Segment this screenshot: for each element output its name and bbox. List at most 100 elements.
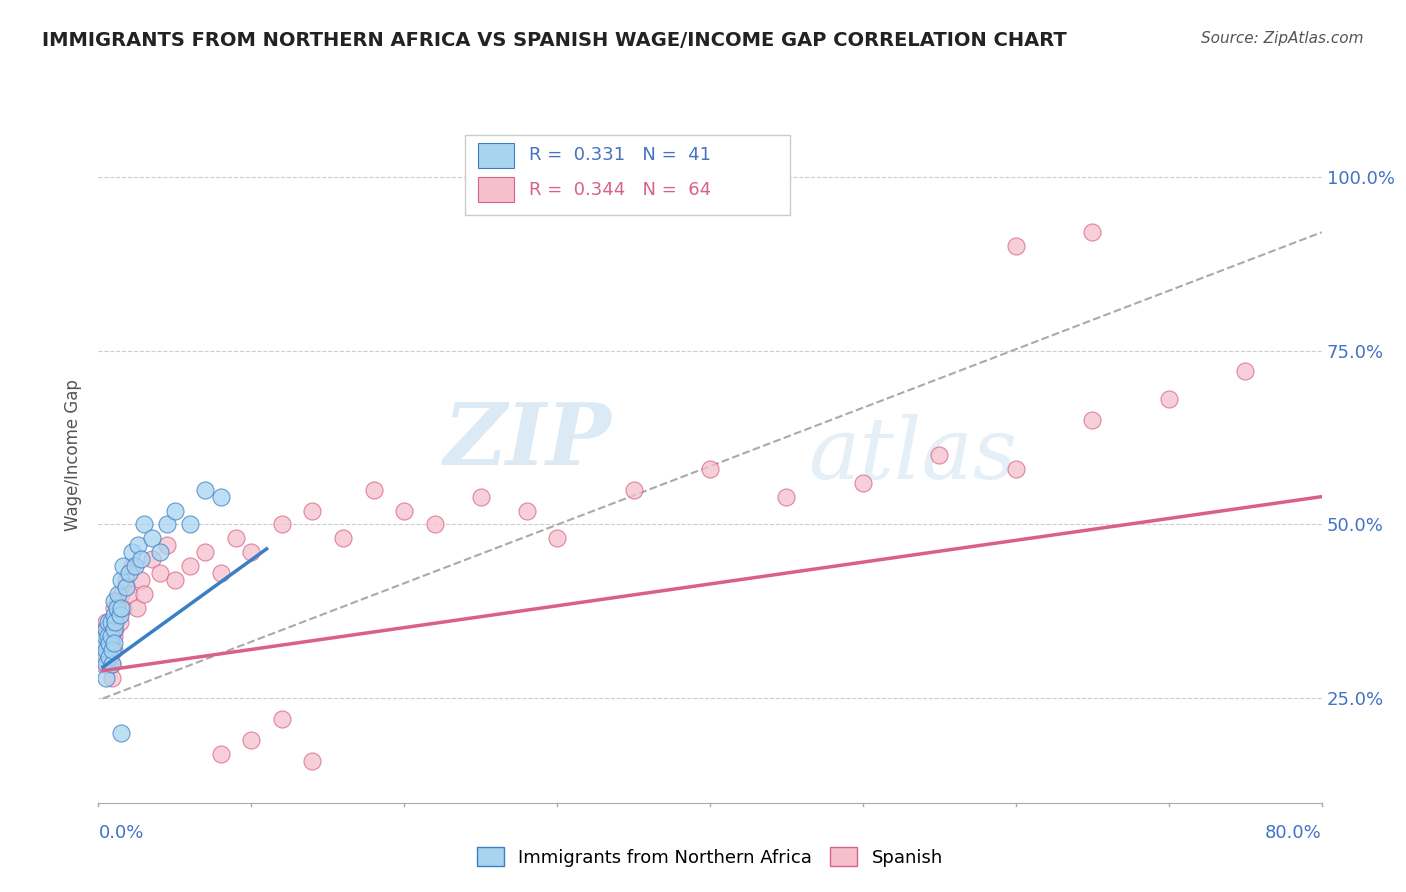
Point xyxy=(1081,225,1104,239)
Point xyxy=(225,532,247,546)
Point xyxy=(301,503,323,517)
FancyBboxPatch shape xyxy=(465,135,790,215)
Point xyxy=(163,573,186,587)
Point xyxy=(1081,413,1104,427)
Point xyxy=(97,615,120,629)
Point xyxy=(124,559,146,574)
Point xyxy=(111,601,134,615)
Point xyxy=(115,573,138,587)
Point xyxy=(103,607,125,622)
Point xyxy=(118,566,141,581)
Point xyxy=(103,629,125,643)
Point xyxy=(100,629,122,643)
Point xyxy=(163,503,186,517)
Point xyxy=(110,573,132,587)
Point xyxy=(209,566,232,581)
Point xyxy=(1157,392,1180,407)
Text: 0.0%: 0.0% xyxy=(98,823,143,842)
Point xyxy=(93,636,115,650)
Point xyxy=(118,587,141,601)
Point xyxy=(110,587,132,601)
Point xyxy=(194,483,217,497)
Point xyxy=(1004,239,1026,253)
Point xyxy=(101,657,124,671)
Point xyxy=(100,622,122,636)
Point xyxy=(104,615,127,629)
Point xyxy=(546,532,568,546)
Point xyxy=(103,622,125,636)
Text: ZIP: ZIP xyxy=(444,400,612,483)
Point xyxy=(141,532,163,546)
Point xyxy=(93,622,115,636)
Point xyxy=(104,622,127,636)
Point xyxy=(121,559,143,574)
Point xyxy=(852,475,875,490)
Point xyxy=(134,587,156,601)
Point xyxy=(194,545,217,559)
Point xyxy=(392,503,416,517)
Legend: Immigrants from Northern Africa, Spanish: Immigrants from Northern Africa, Spanish xyxy=(470,840,950,874)
Point xyxy=(775,490,797,504)
Point xyxy=(121,545,143,559)
Point xyxy=(115,580,138,594)
Point xyxy=(94,622,117,636)
Point xyxy=(423,517,446,532)
Bar xyxy=(478,178,515,202)
Point xyxy=(127,538,149,552)
Point xyxy=(240,545,263,559)
Point xyxy=(179,517,201,532)
Point xyxy=(240,733,263,747)
Point xyxy=(516,503,538,517)
Point xyxy=(270,517,292,532)
Point xyxy=(103,594,125,608)
Point xyxy=(108,615,131,629)
Point xyxy=(93,629,115,643)
Point xyxy=(105,607,128,622)
Point xyxy=(103,601,125,615)
Text: R =  0.331   N =  41: R = 0.331 N = 41 xyxy=(529,146,711,164)
Point xyxy=(149,545,172,559)
Point xyxy=(100,636,122,650)
Point xyxy=(209,490,232,504)
Point xyxy=(101,657,124,671)
Point xyxy=(98,649,121,664)
Point xyxy=(105,601,128,615)
Text: IMMIGRANTS FROM NORTHERN AFRICA VS SPANISH WAGE/INCOME GAP CORRELATION CHART: IMMIGRANTS FROM NORTHERN AFRICA VS SPANI… xyxy=(42,31,1067,50)
Text: atlas: atlas xyxy=(808,414,1017,496)
Point xyxy=(97,629,120,643)
Point xyxy=(125,601,148,615)
Point xyxy=(209,747,232,761)
Text: 80.0%: 80.0% xyxy=(1265,823,1322,842)
Point xyxy=(110,601,132,615)
Point xyxy=(91,642,114,657)
Point xyxy=(103,615,125,629)
Point xyxy=(470,490,492,504)
Point xyxy=(100,615,122,629)
Point xyxy=(141,552,163,566)
Point xyxy=(301,754,323,768)
Bar xyxy=(478,143,515,168)
Point xyxy=(97,636,120,650)
Text: Source: ZipAtlas.com: Source: ZipAtlas.com xyxy=(1201,31,1364,46)
Point xyxy=(94,671,117,685)
Point xyxy=(94,629,117,643)
Point xyxy=(129,552,152,566)
Point xyxy=(94,642,117,657)
Point xyxy=(101,642,124,657)
Point xyxy=(94,649,117,664)
Point xyxy=(156,538,179,552)
Point xyxy=(134,517,156,532)
Point xyxy=(110,726,132,740)
Point xyxy=(332,532,354,546)
Point xyxy=(623,483,645,497)
Point xyxy=(107,594,129,608)
Point xyxy=(103,642,125,657)
Point xyxy=(94,615,117,629)
Point xyxy=(928,448,950,462)
Point xyxy=(91,657,114,671)
Point xyxy=(91,636,114,650)
Point xyxy=(129,573,152,587)
Point xyxy=(107,587,129,601)
Point xyxy=(94,657,117,671)
Point xyxy=(98,657,121,671)
